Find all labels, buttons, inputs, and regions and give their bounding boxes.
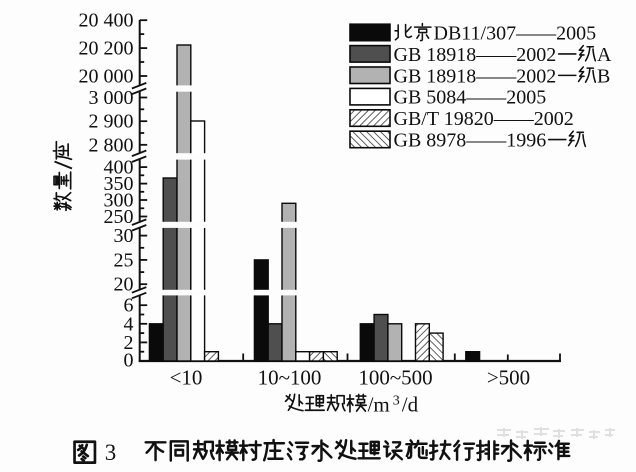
- svg-text:3: 3: [105, 440, 117, 465]
- svg-text:20 400: 20 400: [79, 10, 134, 32]
- svg-text:GB 18918——2002: GB 18918——2002: [394, 65, 557, 87]
- svg-text:GB 8978——1996: GB 8978——1996: [394, 130, 547, 152]
- svg-text:<10: <10: [170, 366, 203, 390]
- svg-text:400: 400: [104, 157, 134, 179]
- svg-text:GB/T 19820——2002: GB/T 19820——2002: [394, 108, 574, 130]
- svg-text:30: 30: [114, 225, 134, 247]
- svg-text:GB 18918——2002: GB 18918——2002: [394, 44, 557, 66]
- svg-text:250: 250: [104, 206, 134, 228]
- svg-text:350: 350: [104, 173, 134, 195]
- svg-text:3 000: 3 000: [89, 87, 134, 109]
- svg-text:/m3/d: /m 3/d: [368, 393, 419, 417]
- svg-text:6: 6: [124, 295, 134, 317]
- svg-text:300: 300: [104, 190, 134, 212]
- svg-text:0: 0: [124, 350, 134, 372]
- svg-text:B: B: [597, 65, 610, 87]
- svg-text:2: 2: [124, 332, 134, 354]
- svg-text:4: 4: [124, 313, 134, 335]
- svg-text:20 000: 20 000: [79, 66, 134, 88]
- svg-text:>500: >500: [487, 366, 530, 390]
- svg-text:2 800: 2 800: [89, 134, 134, 156]
- svg-text:25: 25: [114, 249, 134, 271]
- svg-text:DB11/307——2005: DB11/307——2005: [434, 23, 597, 45]
- svg-text:GB 5084——2005: GB 5084——2005: [394, 87, 547, 109]
- svg-text:20 200: 20 200: [79, 38, 134, 60]
- svg-text:A: A: [597, 44, 612, 66]
- svg-text:10~100: 10~100: [258, 366, 322, 390]
- svg-text:100~500: 100~500: [358, 366, 432, 390]
- svg-text:2 900: 2 900: [89, 111, 134, 133]
- svg-text:20: 20: [114, 274, 134, 296]
